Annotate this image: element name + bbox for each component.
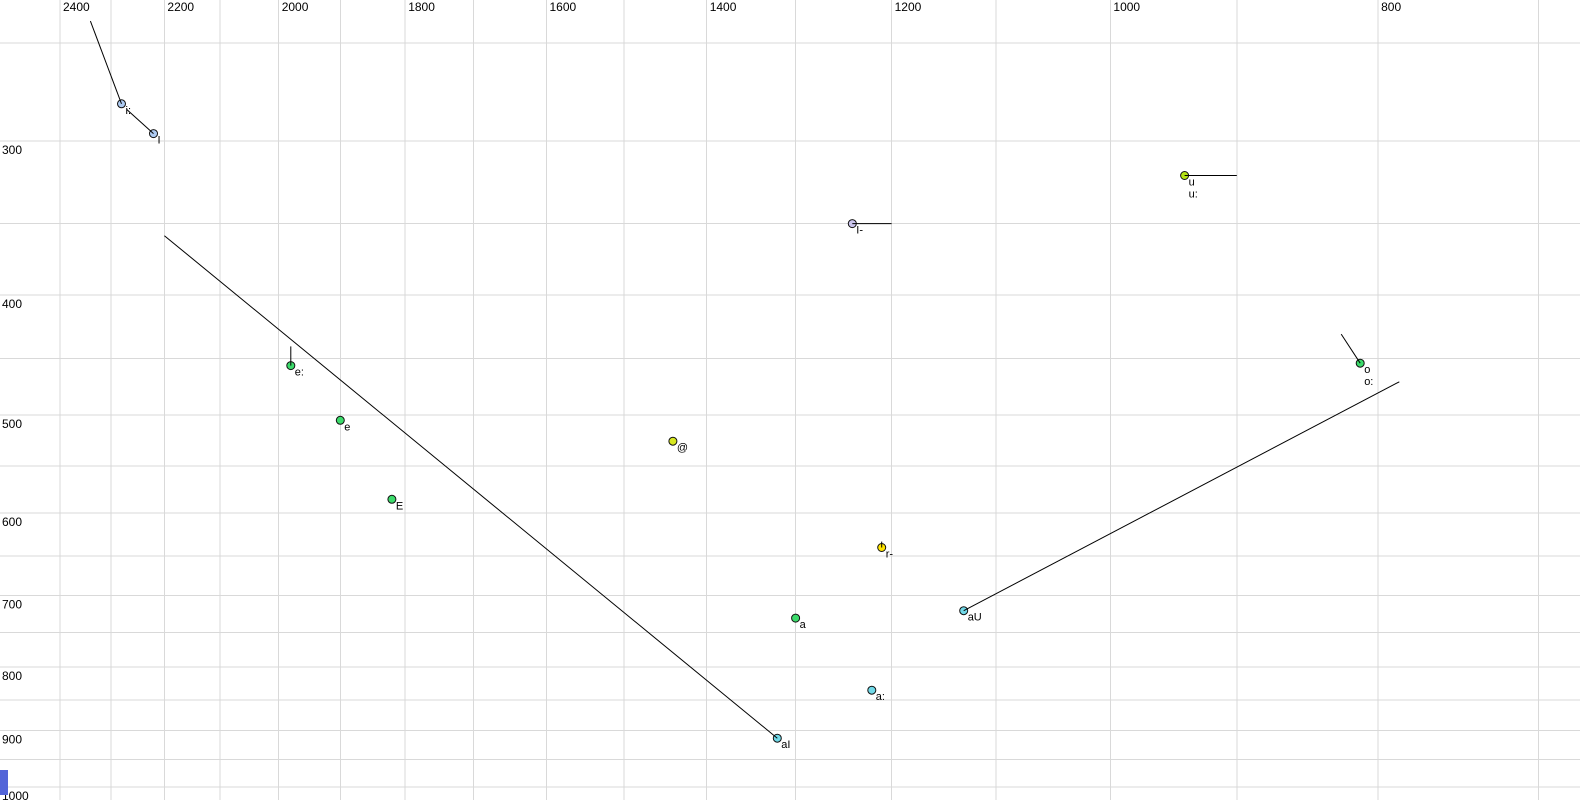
vowel-label-a: a	[800, 619, 807, 631]
trajectory-line-ai	[164, 235, 778, 739]
x-tick-label: 2000	[282, 0, 309, 14]
vowel-point-a	[791, 613, 801, 623]
x-tick-label: 1000	[1113, 0, 1140, 14]
vowel-label-i-long: i:	[126, 105, 132, 117]
vowel-label-e-long: e:	[295, 367, 304, 379]
x-tick-label: 1600	[550, 0, 577, 14]
y-tick-label: 400	[2, 297, 22, 311]
y-tick-label: 900	[2, 733, 22, 747]
y-tick-label: 600	[2, 515, 22, 529]
vowel-label-r-bar: r-	[886, 549, 894, 561]
y-tick-label: 700	[2, 598, 22, 612]
x-tick-label: 2200	[167, 0, 194, 14]
selection-fragment	[0, 770, 8, 795]
vowel-label-u-u-long: u	[1189, 177, 1195, 189]
vowel-label-o-o-long-2: o:	[1364, 376, 1373, 388]
x-tick-label: 1200	[895, 0, 922, 14]
vowel-point-a-long	[867, 685, 877, 695]
trajectory-line-i-long	[89, 20, 122, 104]
x-tick-label: 1400	[710, 0, 737, 14]
trajectory-line-au	[963, 381, 1400, 612]
y-tick-label: 500	[2, 417, 22, 431]
y-tick-label: 1000	[2, 789, 29, 800]
vowel-label-i-bar: I-	[856, 225, 863, 237]
y-tick-label: 800	[2, 669, 22, 683]
vowel-label-schwa: @	[677, 442, 688, 454]
x-tick-label: 2400	[63, 0, 90, 14]
trajectory-line-o-o-long	[1340, 333, 1361, 364]
vowel-label-ai: aI	[781, 739, 790, 751]
y-tick-label: 300	[2, 143, 22, 157]
vowel-label-e: e	[344, 421, 350, 433]
vowel-label-i-short: I	[158, 135, 161, 147]
vowel-label-o-o-long: o	[1364, 364, 1370, 376]
vowel-point-e-open	[387, 494, 397, 504]
x-tick-label: 1800	[408, 0, 435, 14]
vowel-label-u-u-long-2: u:	[1189, 189, 1198, 201]
vowel-point-schwa	[668, 436, 678, 446]
x-tick-label: 800	[1381, 0, 1401, 14]
vowel-label-e-open: E	[396, 500, 403, 512]
vowel-label-a-long: a:	[876, 691, 885, 703]
vowel-point-e	[335, 415, 345, 425]
vowel-label-au: aU	[968, 612, 982, 624]
trajectory-line-i-short	[126, 109, 154, 134]
